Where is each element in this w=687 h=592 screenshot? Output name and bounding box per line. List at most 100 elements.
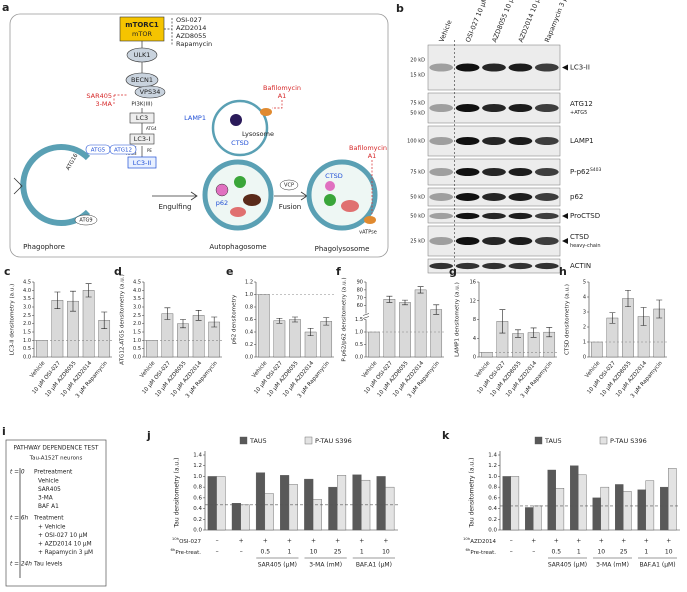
band-arrow — [562, 238, 568, 244]
y-tick-label: 0.4 — [245, 330, 253, 336]
mw-marker: 20 kD — [410, 58, 425, 64]
bar — [578, 474, 587, 531]
band — [482, 262, 506, 270]
y-axis-label: P-p62/p62 densitometry (a.u.) — [342, 277, 348, 361]
bar — [414, 289, 427, 358]
panel-letter: h — [559, 265, 567, 278]
panel-letter: b — [396, 2, 404, 15]
x-tick-label: 10 — [665, 549, 673, 556]
x-tick-label: 10 — [310, 549, 318, 556]
y-tick-label: 0.2 — [488, 517, 497, 523]
y-tick-label: 4 — [473, 336, 476, 342]
row-label: 6hPre-treat. — [465, 547, 496, 556]
error-bar — [307, 327, 314, 337]
legend-swatch — [534, 436, 543, 445]
atg5-label: ATG5 — [91, 148, 106, 154]
p62-label: p62 — [216, 199, 228, 207]
row-label: LAMP1 — [570, 137, 594, 145]
bar — [430, 309, 443, 358]
bar — [385, 486, 395, 531]
panel-letter: k — [442, 429, 450, 442]
panel-letter: c — [4, 265, 11, 278]
row-label-text: Pre-treat. — [470, 550, 496, 556]
y-tick-label: 0 — [473, 355, 476, 361]
error-bar — [54, 291, 61, 309]
x-tick-label: 25 — [620, 549, 628, 556]
x-tick-label: 1 — [577, 549, 581, 556]
y-tick-label: 1.4 — [488, 453, 497, 459]
row-label: ACTIN — [570, 262, 591, 270]
y-tick-label: 1.4 — [193, 453, 202, 459]
y-tick-label: 2.5 — [23, 313, 31, 319]
band — [534, 193, 559, 201]
bar — [376, 476, 386, 531]
group-label: BAF.A1 (µM) — [356, 562, 392, 569]
group-label: SAR405 (µM) — [258, 562, 297, 569]
legend-label: P-TAU S396 — [315, 437, 352, 445]
error-bar — [515, 329, 521, 338]
y-tick-label: 0.0 — [488, 528, 497, 534]
y-tick-label: 0.6 — [193, 495, 202, 501]
stage-label: Phagophore — [23, 243, 65, 251]
error-bar — [276, 317, 283, 324]
error-bar — [530, 327, 537, 338]
time-label: t = 24h — [10, 562, 32, 568]
row-label-line: P-p62 — [570, 168, 590, 176]
legend-swatch — [239, 436, 248, 445]
group-label: 3-MA (mM) — [309, 562, 342, 569]
y-tick-label: 2.5 — [133, 313, 141, 319]
atg4-label: ATG4 — [146, 126, 157, 131]
inhibitor: Bafilomycin — [349, 144, 387, 152]
bar — [668, 468, 677, 531]
y-tick-label: 0.6 — [488, 495, 497, 501]
inhibitor-bracket — [164, 18, 173, 46]
legend-label: TAU5 — [544, 437, 562, 445]
row-label-line: heavy-chain — [570, 243, 600, 249]
error-bar — [195, 310, 202, 321]
y-tick-label: 0.5 — [23, 346, 31, 352]
ulk1-node — [126, 47, 158, 63]
band — [508, 168, 533, 176]
row-label: P-p62S403 — [570, 167, 602, 176]
band — [508, 193, 533, 201]
error-bar — [323, 317, 330, 326]
row-label-text: Pre-treat. — [175, 550, 201, 556]
band — [455, 137, 480, 145]
arrow — [152, 191, 198, 201]
cargo — [215, 183, 229, 197]
becn1-label: BECN1 — [131, 76, 153, 84]
bar — [606, 317, 619, 358]
y-tick-label: 1 — [583, 340, 586, 346]
x-tick-label: 10 — [382, 549, 390, 556]
bar — [660, 486, 669, 531]
row-label-line: CTSD — [570, 233, 589, 241]
y-tick-label: 1.0 — [245, 292, 253, 298]
inhibitor: AZD2014 — [176, 24, 206, 32]
x-tick-label: + — [311, 538, 316, 545]
lc3-i-label: LC3-I — [134, 135, 151, 143]
x-tick-label: + — [666, 538, 671, 545]
blot-row: 75 kD P-p62S403 — [410, 158, 602, 186]
inhibitor: A1 — [368, 152, 377, 160]
bar — [264, 493, 274, 531]
panel-letter: g — [449, 265, 457, 278]
row-label: 6hPre-treat. — [170, 547, 201, 556]
x-tick-label: 10 — [597, 549, 605, 556]
row-label: 10hOSI-027 — [172, 536, 202, 545]
time-label: t = 0 — [10, 470, 25, 476]
band — [455, 193, 480, 201]
x-tick-label: + — [263, 538, 268, 545]
y-tick-label: 3.0 — [133, 305, 141, 311]
bar — [328, 486, 338, 531]
y-tick-label: 0.5 — [355, 342, 363, 348]
row-label-line: +ATG5 — [570, 110, 587, 116]
row-label-line: LAMP1 — [570, 137, 594, 145]
inhibitor: Rapamycin — [176, 40, 212, 48]
y-tick-label: 0.0 — [23, 355, 31, 361]
bar — [177, 323, 189, 358]
vatpase-shape — [364, 216, 376, 224]
cargo — [341, 200, 359, 212]
inhibitor: Bafilomycin — [263, 84, 301, 92]
blot-row: 75 kD 50 kD ATG12 +ATG5 — [410, 92, 593, 124]
